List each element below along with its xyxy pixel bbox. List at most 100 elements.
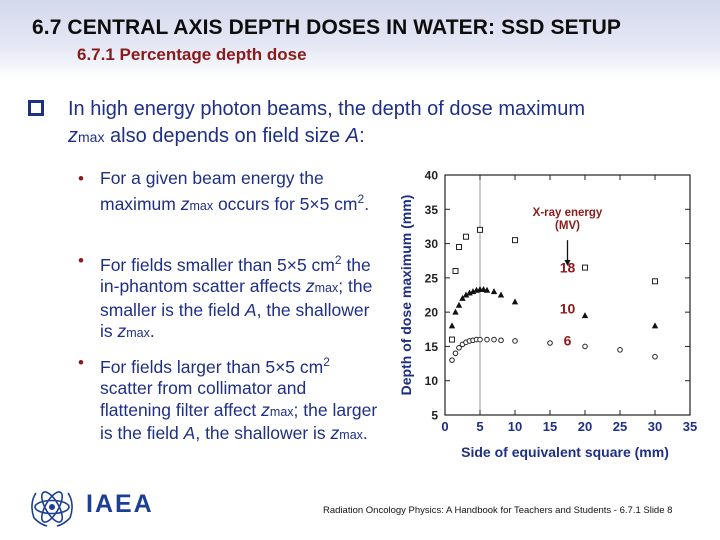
bullet-item-2: • For fields smaller than 5×5 cm2 the in… [78, 250, 378, 345]
bullet-text-part: ; the smaller is the field [100, 276, 373, 320]
data-point-6mv [456, 345, 462, 351]
bullet-text-part: the in-phantom scatter affects [100, 254, 371, 297]
iaea-logo-icon [31, 491, 73, 527]
data-point-10mv [511, 298, 519, 305]
y-tick-label: 25 [425, 271, 439, 285]
annotation-line: (MV) [555, 220, 580, 232]
data-point-18mv [652, 278, 658, 285]
plot-frame [444, 174, 691, 416]
annotation-line: X-ray energy [533, 207, 603, 219]
data-point-10mv [581, 312, 589, 319]
data-point-6mv [477, 336, 483, 343]
data-point-6mv [449, 357, 455, 363]
annotation-arrow-head [564, 260, 571, 267]
square-bullet-icon [28, 100, 44, 116]
data-point-18mv [456, 244, 462, 250]
x-tick-label: 25 [613, 419, 627, 434]
x-axis-label: Side of equivalent square (mm) [461, 444, 669, 460]
bullet-text-part: 2 [357, 192, 365, 207]
x-tick-label: 20 [578, 419, 592, 434]
main-point-var-sub: max [78, 129, 105, 145]
bullet-text-part: For fields larger than 5×5 cm [100, 356, 324, 377]
bullet-text-part: z [261, 399, 270, 420]
bullet-text-part: A [183, 423, 196, 444]
x-tick-label: 15 [543, 419, 557, 434]
data-point-6mv [512, 338, 518, 344]
data-point-18mv [449, 336, 455, 343]
bullet-text-part: max [314, 281, 339, 296]
series-label-18mv: 18 [560, 259, 576, 275]
data-point-10mv [452, 308, 459, 315]
bullet-text-part: max [339, 428, 363, 443]
bullet-text-part: max [189, 199, 214, 214]
iaea-logo-text: IAEA [86, 490, 154, 518]
bullet-dot-icon: • [78, 169, 84, 188]
data-point-10mv [490, 288, 498, 295]
x-tick-label: 5 [476, 419, 483, 434]
bullet-text-part: 2 [323, 355, 330, 369]
data-point-10mv [497, 291, 505, 298]
data-point-6mv [452, 350, 459, 357]
main-point-var-a: A [345, 125, 360, 147]
bullet-text-part: , the shallower is [195, 423, 331, 444]
y-tick-label: 10 [425, 374, 439, 388]
series-label-10mv: 10 [560, 301, 576, 317]
data-point-6mv [498, 337, 504, 344]
footer-citation: Radiation Oncology Physics: A Handbook f… [323, 505, 673, 516]
bullet-text-part: . [364, 194, 370, 215]
bullet-text-part: z [117, 321, 127, 342]
data-point-10mv [455, 301, 463, 308]
slide-title: 6.7 CENTRAL AXIS DEPTH DOSES IN WATER: S… [32, 16, 621, 39]
x-tick-label: 0 [441, 419, 448, 434]
bullet-text-part: A [244, 299, 257, 320]
main-point-text-2: also depends on field size [104, 125, 346, 147]
bullet-text-part: , the shallower is [100, 299, 370, 342]
data-point-6mv [652, 353, 658, 360]
data-point-10mv [651, 322, 659, 329]
data-point-6mv [547, 340, 553, 346]
bullet-text-part: z [330, 423, 340, 444]
bullet-item-1: • For a given beam energy the maximum zm… [78, 168, 378, 218]
main-point: In high energy photon beams, the depth o… [68, 96, 708, 151]
bullet-text-part: ; the larger is the field [100, 399, 378, 444]
annotation-xray-energy: X-ray energy (MV) [533, 207, 603, 232]
slide-header: 6.7 CENTRAL AXIS DEPTH DOSES IN WATER: S… [0, 0, 720, 80]
bullet-dot-icon: • [78, 353, 84, 372]
data-point-10mv [462, 291, 470, 298]
data-point-18mv [463, 233, 469, 240]
x-tick-label: 10 [508, 419, 522, 434]
bullet-text-part: max [269, 404, 294, 419]
bullet-text-part: scatter from collimator and flattening f… [100, 378, 307, 420]
bullet-text-part: . [362, 423, 368, 444]
data-point-6mv [582, 343, 588, 350]
data-point-10mv [459, 294, 466, 301]
data-point-18mv [512, 237, 518, 244]
data-point-10mv [448, 322, 456, 329]
series-label-6mv: 6 [564, 333, 572, 349]
bullet-text-2: For fields smaller than 5×5 cm2 the in-p… [100, 253, 373, 342]
data-point-18mv [477, 226, 483, 233]
bullet-text-part: . [149, 321, 155, 342]
bullet-dot-icon: • [78, 251, 84, 270]
data-point-6mv [617, 347, 623, 353]
bullet-text-part: For fields smaller than 5×5 cm [100, 254, 335, 275]
x-tick-label: 35 [683, 419, 697, 434]
bullet-text-1: For a given beam energy the maximum zmax… [100, 168, 369, 214]
y-tick-label: 5 [431, 409, 438, 423]
main-point-text-1: In high energy photon beams, the depth o… [68, 98, 585, 120]
x-tick-label: 30 [648, 419, 662, 434]
bullet-item-3: • For fields larger than 5×5 cm2 scatter… [78, 352, 378, 447]
slide-subtitle: 6.7.1 Percentage depth dose [77, 45, 307, 64]
bullet-text-part: 2 [334, 253, 342, 267]
bullet-text-3: For fields larger than 5×5 cm2 scatter f… [100, 355, 378, 444]
data-point-18mv [582, 264, 588, 271]
data-point-10mv [483, 286, 491, 293]
data-point-18mv [452, 268, 459, 274]
data-point-6mv [491, 336, 497, 343]
y-tick-label: 35 [425, 203, 439, 217]
y-tick-label: 20 [425, 306, 439, 320]
bullet-text-part: max [126, 326, 150, 341]
bullet-text-part: For a given beam energy the maximum [100, 168, 324, 215]
y-tick-label: 30 [425, 237, 439, 251]
